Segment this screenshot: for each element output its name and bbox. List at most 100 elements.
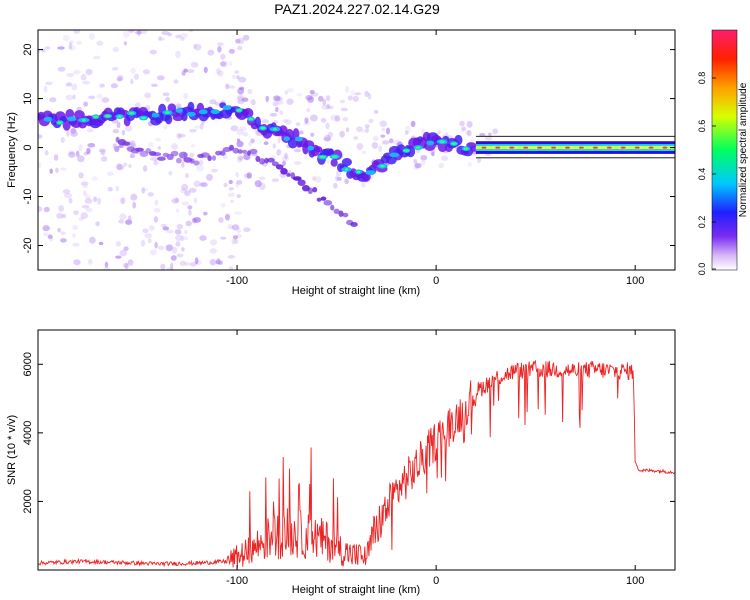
spectrogram-secondary-point bbox=[176, 157, 182, 164]
spectrogram-peak-point bbox=[117, 115, 122, 118]
spectrogram-x-tick-label: -100 bbox=[226, 275, 248, 287]
spectrogram-secondary-point bbox=[152, 152, 162, 157]
spectrogram-noise-point bbox=[45, 81, 53, 86]
spectrogram-noise-point bbox=[184, 229, 188, 235]
spectrogram-noise-point bbox=[53, 154, 59, 161]
spectrogram-core-point bbox=[186, 111, 196, 117]
spectrogram-noise-point bbox=[88, 258, 93, 265]
spectrogram-noise-point bbox=[404, 125, 411, 133]
spectrogram-noise-point bbox=[174, 197, 179, 203]
spectrogram-noise-point bbox=[99, 83, 105, 88]
spectrogram-noise-point bbox=[220, 236, 227, 240]
spectrogram-noise-point bbox=[310, 92, 319, 97]
spectrogram-noise-point bbox=[127, 215, 132, 222]
spectrogram-noise-point bbox=[277, 137, 281, 143]
spectrogram-noise-point bbox=[420, 160, 426, 166]
spectrogram-noise-point bbox=[154, 241, 158, 249]
spectrogram-core-point bbox=[67, 116, 77, 122]
spectrogram-core-point bbox=[198, 109, 208, 115]
spectrogram-noise-point bbox=[219, 61, 227, 67]
spectrogram-noise-point bbox=[160, 223, 167, 228]
spectrogram-noise-point bbox=[312, 176, 317, 181]
spectrogram-noise-point bbox=[183, 93, 189, 99]
spectrogram-noise-point bbox=[55, 167, 59, 173]
spectrogram-noise-point bbox=[155, 137, 161, 142]
spectrogram-noise-point bbox=[38, 206, 43, 212]
spectrogram-noise-point bbox=[184, 261, 190, 266]
spectrogram-x-tick-label: 100 bbox=[626, 275, 644, 287]
spectrogram-noise-point bbox=[276, 100, 284, 105]
snr-y-tick-label: 2000 bbox=[22, 489, 34, 513]
spectrogram-noise-point bbox=[185, 220, 192, 227]
spectrogram-noise-point bbox=[265, 95, 269, 103]
spectrogram-noise-point bbox=[78, 216, 85, 222]
spectrogram-noise-point bbox=[181, 236, 189, 241]
spectrogram-noise-point bbox=[58, 205, 65, 212]
spectrogram-noise-point bbox=[175, 234, 183, 241]
spectrogram-noise-point bbox=[187, 205, 193, 210]
spectrogram-noise-point bbox=[243, 227, 251, 232]
spectrogram-noise-point bbox=[320, 117, 327, 123]
spectrogram-noise-point bbox=[120, 197, 126, 205]
spectrogram-noise-point bbox=[161, 31, 170, 35]
spectrogram-noise-point bbox=[365, 127, 369, 134]
snr-plot-area bbox=[38, 330, 675, 570]
spectrogram-noise-point bbox=[309, 114, 318, 122]
spectrogram-noise-point bbox=[200, 182, 208, 188]
spectrogram-noise-point bbox=[47, 234, 53, 239]
spectrogram-noise-point bbox=[124, 124, 133, 132]
spectrogram-band-peak bbox=[495, 146, 501, 149]
spectrogram-noise-point bbox=[405, 130, 409, 135]
spectrogram-noise-point bbox=[189, 128, 197, 133]
spectrogram-noise-point bbox=[153, 160, 158, 166]
spectrogram-noise-point bbox=[362, 150, 367, 155]
spectrogram-noise-point bbox=[216, 258, 221, 262]
spectrogram-noise-point bbox=[84, 198, 93, 204]
spectrogram-noise-point bbox=[76, 40, 82, 45]
spectrogram-secondary-point bbox=[242, 149, 248, 154]
spectrogram-core-point bbox=[175, 108, 183, 113]
spectrogram-noise-point bbox=[225, 83, 230, 90]
spectrogram-noise-point bbox=[347, 95, 353, 101]
spectrogram-noise-point bbox=[236, 194, 241, 199]
spectrogram-main-point bbox=[341, 158, 352, 167]
spectrogram-peak-point bbox=[273, 127, 277, 131]
spectrogram-noise-point bbox=[271, 178, 279, 183]
spectrogram-noise-point bbox=[193, 197, 198, 204]
spectrogram-noise-point bbox=[465, 130, 471, 136]
spectrogram-noise-point bbox=[269, 112, 278, 117]
spectrogram-noise-point bbox=[484, 135, 493, 141]
spectrogram-noise-point bbox=[207, 49, 215, 56]
spectrogram-noise-point bbox=[228, 180, 233, 184]
spectrogram-noise-point bbox=[306, 108, 311, 112]
spectrogram-band-peak bbox=[523, 146, 529, 149]
spectrogram-noise-point bbox=[242, 34, 250, 41]
spectrogram-noise-point bbox=[227, 192, 235, 198]
spectrogram-secondary-point bbox=[178, 151, 188, 159]
spectrogram-noise-point bbox=[181, 201, 189, 206]
spectrogram-y-tick-label: -20 bbox=[22, 238, 34, 254]
spectrogram-secondary-point bbox=[316, 197, 322, 202]
spectrogram-peak-point bbox=[344, 168, 349, 171]
spectrogram-noise-point bbox=[193, 217, 202, 223]
spectrogram-peak-point bbox=[57, 121, 63, 124]
spectrogram-noise-point bbox=[354, 92, 362, 96]
spectrogram-peak-point bbox=[105, 114, 111, 118]
spectrogram-secondary-point bbox=[193, 160, 200, 166]
spectrogram-noise-point bbox=[339, 130, 345, 138]
spectrogram-noise-point bbox=[123, 246, 129, 251]
spectrogram-noise-point bbox=[162, 92, 170, 97]
spectrogram-noise-point bbox=[209, 99, 217, 105]
spectrogram-noise-point bbox=[307, 96, 314, 103]
spectrogram-band-peak bbox=[606, 146, 612, 149]
spectrogram-noise-point bbox=[237, 87, 245, 95]
spectrogram-noise-point bbox=[203, 66, 208, 74]
spectrogram-peak-point bbox=[439, 140, 445, 143]
spectrogram-noise-point bbox=[85, 194, 91, 200]
spectrogram-noise-point bbox=[123, 30, 130, 38]
spectrogram-noise-point bbox=[181, 247, 185, 252]
spectrogram-noise-point bbox=[134, 30, 143, 35]
spectrogram-noise-point bbox=[220, 60, 228, 68]
spectrogram-noise-point bbox=[352, 95, 359, 102]
